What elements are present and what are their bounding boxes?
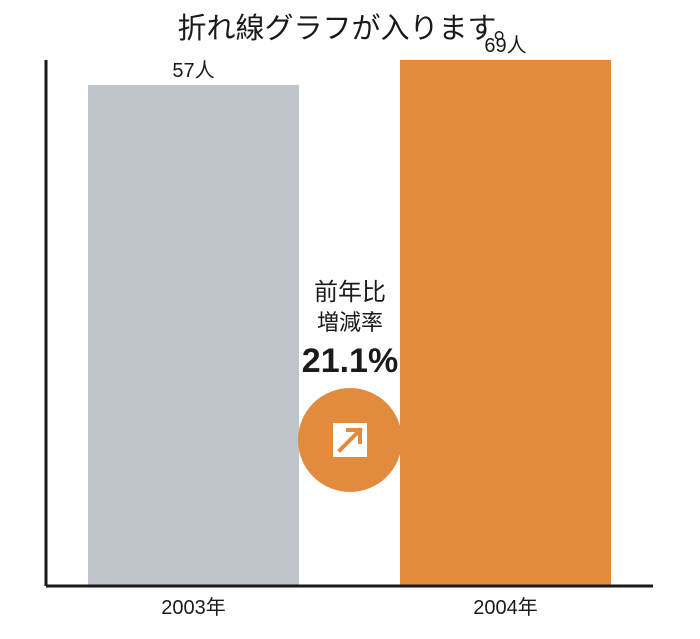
bar-value-label: 69人 [484, 34, 526, 57]
annotation-value: 21.1% [302, 342, 398, 380]
annotation-line2: 増減率 [317, 310, 383, 335]
annotation-line1: 前年比 [314, 279, 386, 306]
bar [400, 60, 611, 586]
bar [88, 85, 299, 586]
chart-title: 折れ線グラフが入ります。 [177, 12, 522, 45]
chart-svg: 折れ線グラフが入ります。 57人 2003年 69人 2004年 前年比増減率 21.1% [0, 0, 700, 639]
x-axis-label: 2004年 [473, 596, 538, 619]
bar-value-label: 57人 [172, 59, 214, 82]
bar-chart: 折れ線グラフが入ります。 57人 2003年 69人 2004年 前年比増減率 21.1% [0, 0, 700, 639]
x-axis-label: 2003年 [161, 596, 226, 619]
